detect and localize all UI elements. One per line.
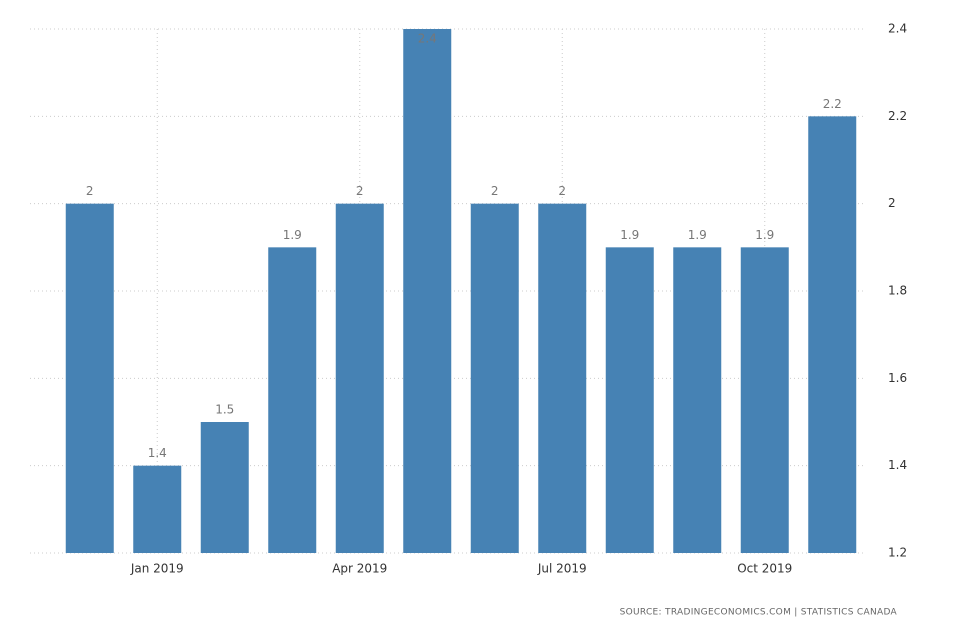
data-label: 1.9 xyxy=(755,228,774,242)
bar xyxy=(200,422,249,553)
bar xyxy=(403,29,452,553)
bar xyxy=(605,247,654,554)
y-tick-label: 2 xyxy=(888,196,896,210)
data-label: 1.9 xyxy=(688,228,707,242)
x-tick-label: Jul 2019 xyxy=(537,562,587,576)
x-tick-label: Jan 2019 xyxy=(130,562,184,576)
data-label: 2 xyxy=(558,184,566,198)
data-label: 1.4 xyxy=(148,446,167,460)
data-label: 2 xyxy=(356,184,364,198)
data-label: 2 xyxy=(86,184,94,198)
y-tick-label: 2.4 xyxy=(888,22,907,36)
bar xyxy=(808,116,857,553)
bar xyxy=(268,247,317,554)
source: SOURCE: TRADINGECONOMICS.COM | STATISTIC… xyxy=(620,608,898,618)
x-tick-label: Apr 2019 xyxy=(332,562,387,576)
bar xyxy=(335,203,384,553)
bar xyxy=(470,203,519,553)
y-tick-label: 1.8 xyxy=(888,284,907,298)
y-tick-label: 1.6 xyxy=(888,371,907,385)
bar xyxy=(538,203,587,553)
y-tick-label: 1.4 xyxy=(888,458,907,472)
data-label: 2.4 xyxy=(418,32,437,46)
data-label: 2.2 xyxy=(823,97,842,111)
bar xyxy=(65,203,114,553)
bar xyxy=(740,247,789,554)
y-tick-label: 1.2 xyxy=(888,546,907,560)
data-label: 1.5 xyxy=(215,403,234,417)
data-label: 1.9 xyxy=(283,228,302,242)
bar xyxy=(673,247,722,554)
data-label: 1.9 xyxy=(620,228,639,242)
x-tick-label: Oct 2019 xyxy=(737,562,792,576)
data-label: 2 xyxy=(491,184,499,198)
y-tick-label: 2.2 xyxy=(888,109,907,123)
bar xyxy=(133,465,182,553)
